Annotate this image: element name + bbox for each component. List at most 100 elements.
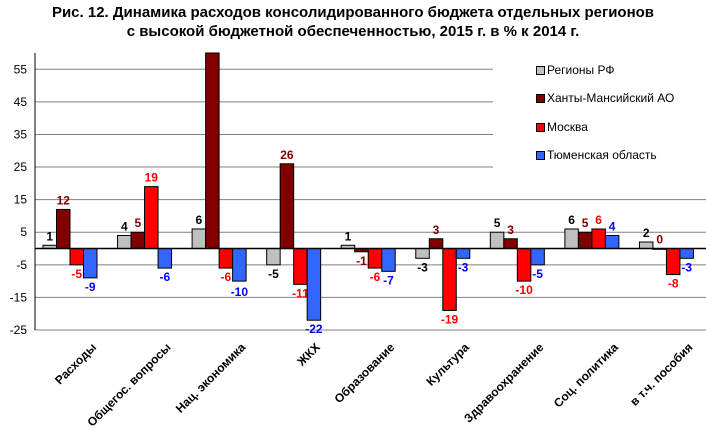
data-label: -5 bbox=[532, 267, 543, 281]
data-label: 3 bbox=[433, 223, 440, 237]
y-tick-label: 25 bbox=[14, 160, 28, 174]
bar-2 bbox=[591, 228, 606, 250]
data-label: -6 bbox=[159, 270, 170, 284]
y-tick-label: -25 bbox=[10, 323, 28, 337]
bar-3 bbox=[455, 248, 471, 259]
bar-0 bbox=[266, 248, 281, 266]
bar-1 bbox=[503, 238, 518, 250]
data-label: 5 bbox=[134, 216, 141, 230]
data-label: -6 bbox=[221, 270, 232, 284]
data-label: 6 bbox=[568, 213, 575, 227]
x-tick-label: ЖКХ bbox=[294, 340, 323, 369]
title-line-1: Рис. 12. Динамика расходов консолидирова… bbox=[51, 4, 655, 21]
data-label: -5 bbox=[71, 267, 82, 281]
legend: Регионы РФ Ханты-Мансийский АО Москва Тю… bbox=[493, 53, 706, 178]
bar-2 bbox=[293, 248, 308, 285]
y-tick-label: 45 bbox=[14, 95, 28, 109]
bar-3 bbox=[381, 248, 396, 272]
data-label: 6 bbox=[595, 213, 602, 227]
data-label: -9 bbox=[85, 280, 96, 294]
bar-1 bbox=[56, 208, 71, 250]
bar-0 bbox=[564, 228, 579, 250]
bar-1 bbox=[130, 231, 146, 250]
legend-swatch bbox=[536, 93, 545, 103]
legend-swatch bbox=[536, 122, 545, 132]
x-tick-label: Расходы bbox=[52, 340, 99, 387]
legend-label: Ханты-Мансийский АО bbox=[547, 91, 675, 105]
data-label: 5 bbox=[582, 216, 589, 230]
bar-2 bbox=[516, 248, 532, 282]
bar-2 bbox=[442, 248, 457, 311]
bar-2 bbox=[69, 248, 84, 266]
legend-item: Тюменская область bbox=[536, 148, 657, 162]
x-tick-label: Здравоохранение bbox=[461, 340, 547, 426]
data-label: -11 bbox=[292, 286, 309, 300]
bar-2 bbox=[665, 248, 681, 276]
x-tick-label: Культура bbox=[423, 340, 472, 389]
data-label: 2 bbox=[643, 226, 650, 240]
data-label: -10 bbox=[231, 285, 249, 299]
legend-item: Москва bbox=[536, 120, 588, 134]
bar-3 bbox=[306, 248, 322, 321]
data-label: 19 bbox=[145, 171, 159, 185]
bar-1 bbox=[279, 163, 295, 250]
bar-0 bbox=[415, 248, 430, 259]
bar-3 bbox=[232, 248, 247, 282]
data-label: -3 bbox=[458, 260, 469, 274]
y-tick-label: -5 bbox=[16, 258, 27, 272]
x-tick-label: Образование bbox=[332, 340, 398, 406]
data-label: 26 bbox=[280, 148, 294, 162]
legend-label: Регионы РФ bbox=[547, 63, 615, 77]
legend-label: Москва bbox=[547, 120, 588, 134]
x-tick-label: в т.ч. пособия bbox=[627, 340, 695, 408]
bar-2 bbox=[367, 248, 383, 269]
legend-item: Ханты-Мансийский АО bbox=[536, 91, 674, 105]
y-tick-label: 15 bbox=[14, 193, 28, 207]
data-label: 3 bbox=[507, 223, 514, 237]
bar-1 bbox=[577, 231, 593, 250]
data-label: -8 bbox=[668, 277, 679, 291]
data-label: 4 bbox=[121, 219, 128, 233]
y-tick-label: 35 bbox=[14, 127, 28, 141]
data-label: -10 bbox=[515, 283, 533, 297]
legend-item: Регионы РФ bbox=[536, 63, 614, 77]
bar-0 bbox=[638, 241, 654, 250]
data-label: 1 bbox=[46, 229, 53, 243]
data-label: -5 bbox=[268, 267, 279, 281]
bar-3 bbox=[530, 248, 545, 266]
data-label: 1 bbox=[345, 229, 352, 243]
bar-3 bbox=[604, 234, 620, 250]
bar-0 bbox=[489, 231, 505, 250]
chart-title: Рис. 12. Динамика расходов консолидирова… bbox=[0, 3, 706, 41]
data-label: 12 bbox=[57, 193, 71, 207]
data-label: -3 bbox=[681, 260, 692, 274]
bar-0 bbox=[191, 228, 207, 250]
y-tick-label: 5 bbox=[20, 225, 27, 239]
data-label: 4 bbox=[609, 219, 616, 233]
data-label: -3 bbox=[417, 260, 428, 274]
legend-swatch bbox=[536, 150, 545, 160]
data-label: -6 bbox=[370, 270, 381, 284]
y-tick-label: -15 bbox=[10, 290, 28, 304]
data-label: -1 bbox=[356, 254, 367, 268]
data-label: 6 bbox=[196, 213, 203, 227]
title-line-2: с высокой бюджетной обеспеченностью, 201… bbox=[126, 23, 580, 40]
bar-1 bbox=[205, 52, 220, 250]
data-label: -7 bbox=[383, 273, 394, 287]
bar-3 bbox=[83, 248, 98, 279]
x-tick-label: Нац. экономика bbox=[173, 340, 249, 416]
x-tick-label: Соц. политика bbox=[551, 340, 621, 410]
data-label: 0 bbox=[656, 233, 663, 247]
bar-1 bbox=[428, 238, 444, 250]
y-tick-label: 55 bbox=[14, 62, 28, 76]
bar-3 bbox=[679, 248, 694, 259]
data-label: 5 bbox=[494, 216, 501, 230]
legend-label: Тюменская область bbox=[547, 148, 657, 162]
x-tick-label: Общегос. вопросы bbox=[84, 340, 173, 429]
bar-3 bbox=[157, 248, 173, 269]
bar-2 bbox=[218, 248, 234, 269]
bar-2 bbox=[144, 186, 159, 250]
legend-swatch bbox=[536, 65, 545, 75]
